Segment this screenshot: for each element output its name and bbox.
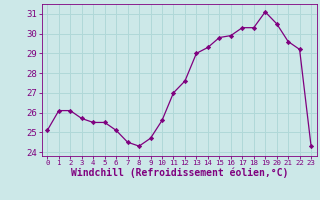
- X-axis label: Windchill (Refroidissement éolien,°C): Windchill (Refroidissement éolien,°C): [70, 168, 288, 178]
